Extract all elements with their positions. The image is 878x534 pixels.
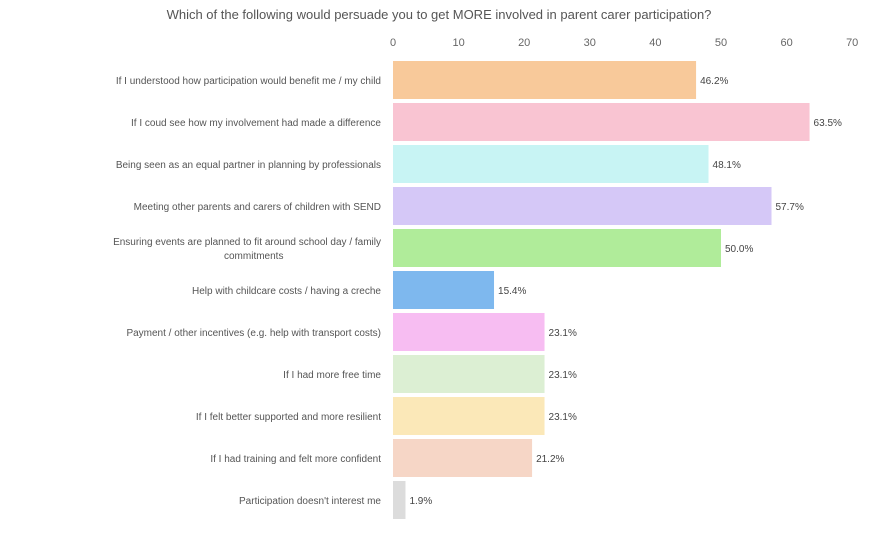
bar bbox=[393, 187, 772, 225]
x-axis-ticks: 0 10 20 30 40 50 60 70 bbox=[390, 37, 858, 49]
category-label: commitments bbox=[224, 251, 283, 262]
category-label: Ensuring events are planned to fit aroun… bbox=[113, 237, 381, 248]
data-label: 21.2% bbox=[536, 454, 564, 465]
x-tick-label: 50 bbox=[715, 37, 727, 49]
category-label: If I understood how participation would … bbox=[116, 76, 381, 87]
data-label: 63.5% bbox=[814, 118, 842, 129]
x-tick-label: 30 bbox=[584, 37, 596, 49]
data-labels: 46.2% 63.5% 48.1% 57.7% 50.0% 15.4% 23.1% 23.1%… bbox=[409, 76, 842, 507]
x-tick-label: 70 bbox=[846, 37, 858, 49]
category-label: If I had more free time bbox=[283, 370, 381, 381]
bar bbox=[393, 481, 406, 519]
data-label: 23.1% bbox=[549, 370, 577, 381]
bar bbox=[393, 61, 697, 99]
category-label: If I coud see how my involvement had mad… bbox=[131, 118, 381, 129]
data-label: 57.7% bbox=[776, 202, 804, 213]
bar bbox=[393, 355, 545, 393]
x-tick-label: 10 bbox=[452, 37, 464, 49]
category-label: Meeting other parents and carers of chil… bbox=[134, 202, 381, 213]
data-label: 1.9% bbox=[409, 496, 432, 507]
data-label: 15.4% bbox=[498, 286, 526, 297]
category-label: Payment / other incentives (e.g. help wi… bbox=[126, 328, 381, 339]
bar bbox=[393, 145, 709, 183]
bar bbox=[393, 271, 495, 309]
data-label: 46.2% bbox=[700, 76, 728, 87]
category-label: Participation doesn't interest me bbox=[239, 496, 381, 507]
x-tick-label: 0 bbox=[390, 37, 396, 49]
data-label: 23.1% bbox=[549, 412, 577, 423]
bars bbox=[393, 61, 810, 519]
category-label: Being seen as an equal partner in planni… bbox=[116, 160, 381, 171]
category-label: If I had training and felt more confiden… bbox=[210, 454, 381, 465]
x-tick-label: 40 bbox=[649, 37, 661, 49]
data-label: 50.0% bbox=[725, 244, 753, 255]
x-tick-label: 60 bbox=[780, 37, 792, 49]
bar bbox=[393, 313, 545, 351]
data-label: 23.1% bbox=[549, 328, 577, 339]
category-labels: If I understood how participation would … bbox=[113, 76, 381, 507]
bar bbox=[393, 397, 545, 435]
bar bbox=[393, 103, 810, 141]
category-label: Help with childcare costs / having a cre… bbox=[192, 286, 381, 297]
bar bbox=[393, 229, 721, 267]
data-label: 48.1% bbox=[713, 160, 741, 171]
x-tick-label: 20 bbox=[518, 37, 530, 49]
category-label: If I felt better supported and more resi… bbox=[196, 412, 381, 423]
bar bbox=[393, 439, 533, 477]
chart-title: Which of the following would persuade yo… bbox=[166, 7, 712, 22]
